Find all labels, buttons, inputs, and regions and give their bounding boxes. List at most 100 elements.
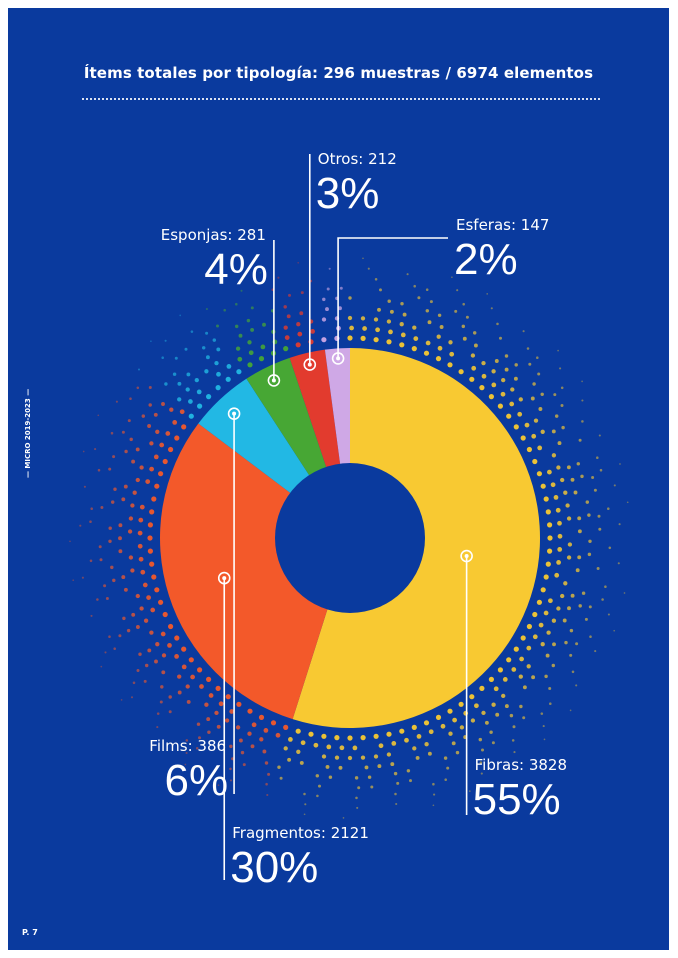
decor-dot <box>288 293 291 297</box>
decor-dot <box>149 561 155 567</box>
decor-dot <box>153 454 159 460</box>
decor-dot <box>188 413 194 419</box>
decor-dot <box>277 765 281 769</box>
decor-dot <box>394 792 397 796</box>
decor-dot <box>144 663 149 668</box>
decor-dot <box>514 363 518 367</box>
decor-dot <box>556 560 561 565</box>
decor-dot <box>224 718 230 723</box>
decor-dot <box>548 687 552 690</box>
marker-dot-otros <box>307 362 312 367</box>
decor-dot <box>490 307 493 310</box>
decor-dot <box>235 302 238 306</box>
decor-dot <box>575 568 580 573</box>
decor-dot <box>373 733 379 739</box>
decor-dot <box>325 764 330 769</box>
decor-dot <box>497 667 503 673</box>
decor-dot <box>584 617 588 621</box>
decor-dot <box>553 495 559 500</box>
label-count-otros: Otros: 212 <box>318 150 397 168</box>
decor-dot <box>375 327 380 333</box>
decor-dot <box>121 497 126 502</box>
decor-dot <box>212 338 217 342</box>
decor-dot <box>435 714 442 721</box>
decor-dot <box>127 529 133 534</box>
decor-dot <box>367 267 370 270</box>
decor-dot <box>283 325 288 330</box>
decor-dot <box>509 401 515 407</box>
decor-dot <box>108 635 111 638</box>
decor-dot <box>538 407 543 411</box>
decor-dot <box>362 257 364 260</box>
decor-dot <box>179 409 185 415</box>
decor-dot <box>373 317 379 322</box>
decor-dot <box>399 322 404 327</box>
decor-dot <box>160 685 164 689</box>
decor-dot <box>110 500 115 504</box>
decor-dot <box>588 605 592 609</box>
decor-dot <box>491 741 495 745</box>
decor-dot <box>197 667 203 673</box>
decor-dot <box>532 611 538 618</box>
decor-dot <box>174 654 179 659</box>
decor-dot <box>179 314 182 317</box>
decor-dot <box>251 722 257 728</box>
decor-dot <box>321 337 327 343</box>
decor-dot <box>543 610 549 616</box>
decor-dot <box>308 731 314 737</box>
decor-dot <box>513 376 518 381</box>
decor-dot <box>432 804 435 807</box>
decor-dot <box>266 793 269 797</box>
decor-dot <box>448 731 453 736</box>
decor-dot <box>580 474 584 479</box>
decor-dot <box>217 784 220 787</box>
decor-dot <box>540 642 545 647</box>
decor-dot <box>428 729 434 735</box>
decor-dot <box>356 806 359 809</box>
decor-dot <box>164 339 167 342</box>
decor-dot <box>575 684 578 687</box>
decor-dot <box>328 267 331 270</box>
decor-dot <box>286 314 291 319</box>
decor-dot <box>135 447 140 452</box>
decor-dot <box>79 524 82 527</box>
decor-dot <box>135 477 140 483</box>
decor-dot <box>103 584 107 588</box>
decor-dot <box>526 664 531 669</box>
decor-dot <box>146 595 151 600</box>
decor-dot <box>429 300 433 304</box>
decor-dot <box>589 635 592 638</box>
decor-dot <box>162 458 168 465</box>
decor-dot <box>112 578 116 583</box>
decor-dot <box>150 340 152 343</box>
decor-dot <box>617 562 620 565</box>
decor-dot <box>559 367 562 370</box>
decor-dot <box>488 394 494 400</box>
decor-dot <box>242 763 246 767</box>
decor-dot <box>469 694 475 700</box>
decor-dot <box>174 356 178 360</box>
decor-dot <box>436 334 441 339</box>
decor-dot <box>355 796 358 800</box>
decor-dot <box>551 429 556 434</box>
decor-dot <box>89 520 92 523</box>
decor-dot <box>540 429 545 434</box>
decor-dot <box>149 441 154 446</box>
marker-ring-otros <box>303 358 317 371</box>
decor-dot <box>138 556 144 562</box>
decor-dot <box>570 593 575 598</box>
decor-dot <box>435 356 442 362</box>
decor-dot <box>479 385 485 391</box>
decor-dot <box>504 704 509 709</box>
decor-dot <box>206 676 212 683</box>
decor-dot <box>328 775 333 779</box>
decor-dot <box>598 527 602 531</box>
decor-dot <box>304 803 307 806</box>
decor-dot <box>472 331 477 335</box>
decor-dot <box>506 413 512 419</box>
decor-dot <box>449 351 455 357</box>
decor-dot <box>540 587 546 593</box>
decor-dot <box>594 650 597 653</box>
decor-dot <box>500 391 506 397</box>
decor-dot <box>347 335 353 341</box>
